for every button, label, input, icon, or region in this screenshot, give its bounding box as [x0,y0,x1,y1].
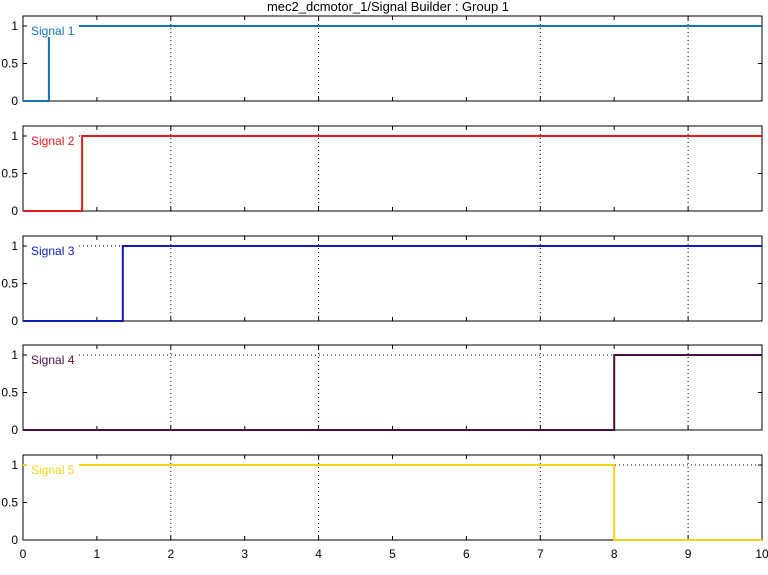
series-label-3: Signal 3 [31,244,75,258]
axes-panel-5 [22,454,763,541]
y-tick-label: 1 [11,458,18,472]
series-line-4 [23,354,762,431]
x-tick-label: 5 [389,547,396,561]
y-tick-label: 0 [11,204,18,218]
series-label-bg [27,351,79,366]
x-tick-label: 9 [685,547,692,561]
x-tick-label: 0 [20,547,27,561]
series-line-3 [23,245,762,322]
series-label-4: Signal 4 [31,353,75,367]
y-tick-label: 0 [11,94,18,108]
x-tick-label: 7 [537,547,544,561]
y-tick-label: 0.5 [1,57,18,71]
y-tick-label: 0.5 [1,386,18,400]
series-label-bg [27,242,79,257]
x-tick-label: 2 [167,547,174,561]
x-tick-label: 3 [241,547,248,561]
y-tick-label: 1 [11,239,18,253]
axes-panel-3 [22,235,763,322]
axes-panel-1 [22,15,763,102]
chart-title: mec2_dcmotor_1/Signal Builder : Group 1 [267,0,509,14]
x-tick-label: 8 [611,547,618,561]
series-label-bg [27,461,79,476]
series-label-bg [27,132,79,147]
series-line-2 [23,135,762,212]
y-tick-label: 1 [11,348,18,362]
series-label-1: Signal 1 [31,24,75,38]
y-tick-label: 1 [11,129,18,143]
series-line-1 [23,25,762,102]
x-tick-label: 1 [94,547,101,561]
x-tick-label: 10 [755,547,768,561]
y-tick-label: 0.5 [1,167,18,181]
y-tick-label: 0.5 [1,277,18,291]
series-label-2: Signal 2 [31,134,75,148]
x-tick-label: 6 [463,547,470,561]
series-line-5 [23,464,762,541]
axes-panel-2 [22,125,763,212]
axes-panel-4 [22,344,763,431]
series-label-bg [27,22,79,37]
series-label-5: Signal 5 [31,463,75,477]
y-tick-label: 0 [11,423,18,437]
y-tick-label: 0 [11,314,18,328]
y-tick-label: 0.5 [1,496,18,510]
x-tick-label: 4 [315,547,322,561]
y-tick-label: 0 [11,533,18,547]
y-tick-label: 1 [11,19,18,33]
